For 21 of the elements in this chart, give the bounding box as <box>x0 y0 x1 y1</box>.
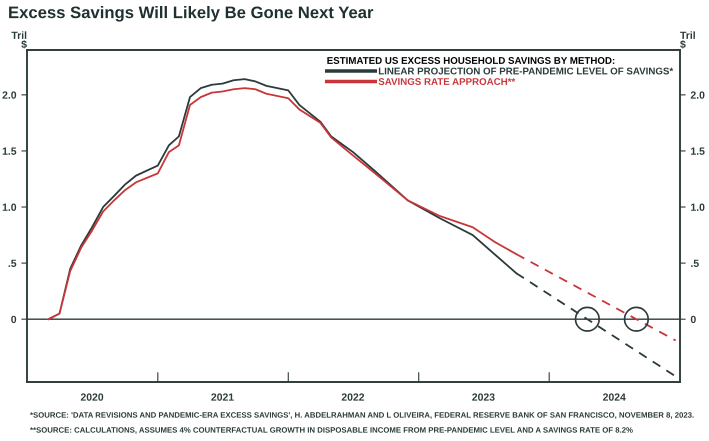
chart-title: Excess Savings Will Likely Be Gone Next Year <box>9 6 374 22</box>
y2-tick-label: 1.5 <box>691 148 705 155</box>
y-tick-label: 2.0 <box>2 91 16 99</box>
y-tick-label: 1.0 <box>2 204 16 211</box>
x-tick-label: 2024 <box>603 393 626 401</box>
y2-tick-label: .5 <box>691 260 699 267</box>
x-tick-label: 2022 <box>342 393 364 401</box>
y-axis-title: Tril $ <box>11 31 27 49</box>
y-tick-label: 0 <box>11 316 16 324</box>
y-tick-label: .5 <box>8 260 16 267</box>
y-tick-label: 1.5 <box>2 148 16 155</box>
x-tick-label: 2021 <box>211 393 234 401</box>
y2-axis-title: Tril $ <box>680 31 695 49</box>
text: LINEAR PROJECTION OF PRE-PANDEMIC LEVEL OF SAVINGS* <box>378 68 674 74</box>
x-tick-label: 2023 <box>472 393 495 401</box>
text: SAVINGS RATE APPROACH** <box>378 78 516 85</box>
x-tick-label: 2020 <box>80 393 104 401</box>
legend-title: ESTIMATED US EXCESS HOUSEHOLD SAVINGS BY METHOD: <box>327 57 614 64</box>
y2-tick-label: 0 <box>690 316 696 324</box>
y2-tick-label: 2.0 <box>690 91 704 99</box>
y2-tick-label: 1.0 <box>691 204 704 211</box>
